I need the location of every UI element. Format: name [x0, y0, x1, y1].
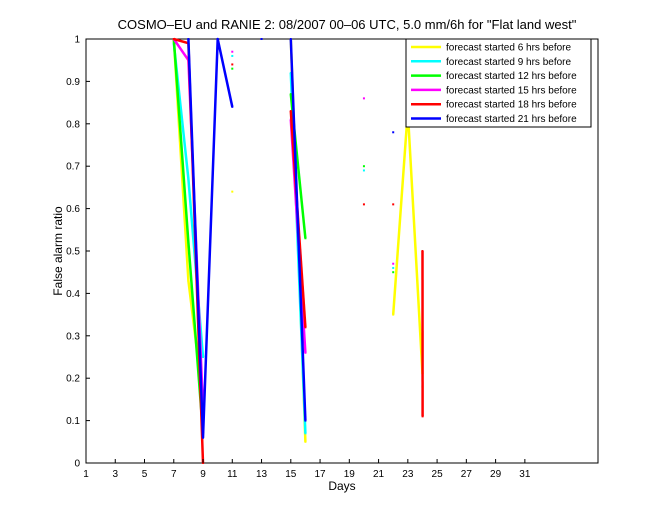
x-tick-label: 17 [314, 469, 326, 480]
data-point [392, 262, 395, 265]
legend-label: forecast started 15 hrs before [446, 85, 577, 96]
x-tick-label: 11 [227, 469, 238, 480]
data-point [231, 105, 234, 108]
y-tick-label: 0.9 [66, 77, 80, 88]
y-tick-label: 1 [74, 35, 80, 46]
data-point [362, 203, 365, 206]
data-point [392, 313, 395, 316]
data-point [421, 415, 424, 418]
legend-box [405, 38, 592, 128]
data-point [187, 177, 190, 180]
data-point [392, 266, 395, 269]
x-tick-label: 9 [200, 469, 206, 480]
x-tick-label: 29 [490, 469, 502, 480]
data-point [231, 190, 234, 193]
legend-label: forecast started 9 hrs before [446, 57, 572, 68]
legend-label: forecast started 18 hrs before [446, 100, 577, 111]
data-point [231, 67, 234, 70]
x-tick-label: 21 [373, 469, 385, 480]
data-point [231, 50, 234, 53]
data-point [304, 326, 307, 329]
y-tick-label: 0.5 [66, 247, 80, 258]
data-point [362, 165, 365, 168]
data-point [187, 241, 190, 244]
data-point [216, 38, 219, 40]
y-tick-label: 0.7 [66, 162, 80, 173]
chart-title: COSMO–EU and RANIE 2: 08/2007 00–06 UTC,… [118, 17, 577, 32]
data-point [304, 237, 307, 240]
y-tick-label: 0.3 [66, 331, 80, 342]
data-point [231, 54, 234, 57]
y-tick-label: 0.2 [66, 374, 80, 385]
y-tick-label: 0 [74, 459, 80, 470]
legend-label: forecast started 6 hrs before [446, 43, 572, 54]
series-layer [172, 37, 424, 464]
data-point [289, 110, 292, 113]
y-tick-label: 0.6 [66, 204, 80, 215]
data-point [187, 38, 190, 40]
data-point [304, 419, 307, 422]
data-point [172, 38, 175, 40]
data-point [187, 279, 190, 282]
data-point [202, 356, 205, 358]
series-6 [187, 37, 424, 439]
data-point [260, 38, 263, 40]
data-point [392, 271, 395, 274]
x-tick-label: 7 [171, 469, 177, 480]
data-point [421, 250, 424, 252]
data-point [304, 432, 307, 435]
series-line [187, 37, 234, 439]
data-point [202, 436, 205, 439]
data-point [362, 169, 365, 172]
legend: forecast started 6 hrs before forecast st… [405, 38, 592, 128]
x-axis-label: Days [328, 479, 355, 493]
x-tick-label: 31 [519, 469, 531, 480]
data-point [289, 93, 292, 96]
data-point [304, 440, 307, 443]
data-point [392, 203, 395, 206]
x-tick-label: 27 [461, 469, 473, 480]
y-tick-label: 0.8 [66, 119, 80, 130]
x-tick-label: 25 [432, 469, 444, 480]
ticks-layer: 1 3 5 7 9 11 13 15 17 19 21 23 25 27 29 3100.10.20.30.4… [66, 35, 531, 481]
legend-items: forecast started 6 hrs before forecast st… [411, 43, 577, 125]
data-point [362, 97, 365, 100]
data-point [304, 351, 307, 354]
x-tick-label: 19 [344, 469, 356, 480]
data-point [289, 71, 292, 74]
y-axis-label: False alarm ratio [51, 206, 65, 296]
data-point [392, 131, 395, 134]
legend-label: forecast started 12 hrs before [446, 71, 577, 82]
data-point [289, 38, 292, 40]
x-tick-label: 23 [402, 469, 414, 480]
x-tick-label: 5 [142, 469, 148, 480]
data-point [231, 63, 234, 66]
y-tick-label: 0.4 [66, 289, 80, 300]
y-tick-label: 0.1 [66, 416, 80, 427]
x-tick-label: 15 [285, 469, 297, 480]
legend-label: forecast started 21 hrs before [446, 114, 577, 125]
x-tick-label: 1 [83, 469, 89, 480]
x-tick-label: 13 [256, 469, 268, 480]
x-tick-label: 3 [112, 469, 118, 480]
series-line [289, 38, 307, 421]
